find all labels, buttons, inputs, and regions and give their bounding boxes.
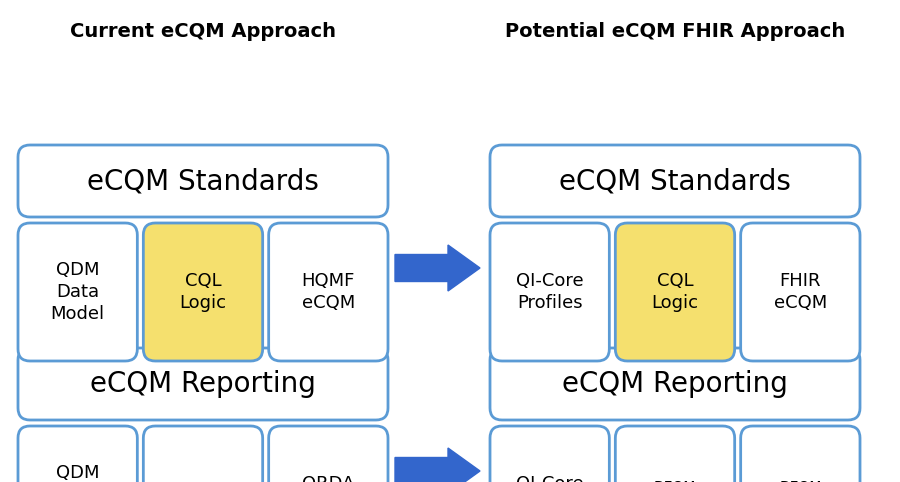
FancyBboxPatch shape	[18, 223, 138, 361]
FancyBboxPatch shape	[616, 426, 734, 482]
Text: QRDA
III: QRDA III	[302, 475, 355, 482]
Text: QI-Core
Profiles: QI-Core Profiles	[516, 475, 583, 482]
FancyBboxPatch shape	[18, 426, 138, 482]
Text: DEQM
Individual: DEQM Individual	[641, 480, 709, 482]
FancyBboxPatch shape	[269, 223, 388, 361]
FancyBboxPatch shape	[18, 348, 388, 420]
Text: eCQM Standards: eCQM Standards	[559, 167, 791, 195]
Polygon shape	[395, 245, 480, 291]
Text: DEQM
Summary: DEQM Summary	[767, 480, 834, 482]
Text: Current eCQM Approach: Current eCQM Approach	[70, 22, 336, 41]
Text: QDM
Data
Model: QDM Data Model	[50, 261, 104, 323]
FancyBboxPatch shape	[616, 223, 734, 361]
FancyBboxPatch shape	[143, 223, 263, 361]
Text: QI-Core
Profiles: QI-Core Profiles	[516, 272, 583, 312]
FancyBboxPatch shape	[741, 223, 860, 361]
Text: QDM
Data
Model: QDM Data Model	[50, 464, 104, 482]
FancyBboxPatch shape	[490, 223, 609, 361]
FancyBboxPatch shape	[490, 348, 860, 420]
Text: eCQM Standards: eCQM Standards	[87, 167, 319, 195]
FancyBboxPatch shape	[741, 426, 860, 482]
Text: HQMF
eCQM: HQMF eCQM	[302, 272, 355, 312]
Text: CQL
Logic: CQL Logic	[179, 272, 227, 312]
FancyBboxPatch shape	[490, 426, 609, 482]
Text: eCQM Reporting: eCQM Reporting	[562, 370, 788, 398]
Text: eCQM Reporting: eCQM Reporting	[90, 370, 316, 398]
Polygon shape	[395, 448, 480, 482]
FancyBboxPatch shape	[18, 145, 388, 217]
FancyBboxPatch shape	[143, 426, 263, 482]
Text: Potential eCQM FHIR Approach: Potential eCQM FHIR Approach	[505, 22, 845, 41]
FancyBboxPatch shape	[490, 145, 860, 217]
FancyBboxPatch shape	[269, 426, 388, 482]
Text: CQL
Logic: CQL Logic	[652, 272, 698, 312]
Text: FHIR
eCQM: FHIR eCQM	[774, 272, 827, 312]
